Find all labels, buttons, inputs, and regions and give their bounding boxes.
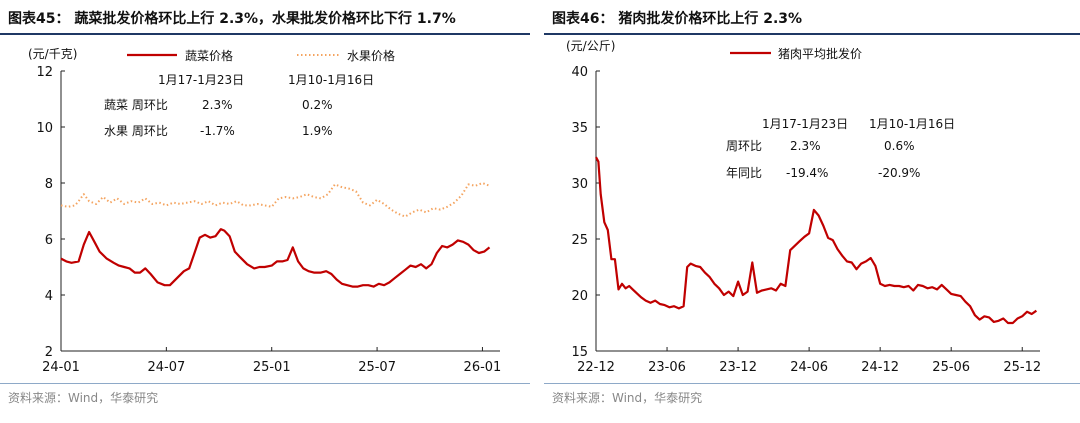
- x-tick-label: 24-06: [790, 360, 828, 375]
- y-axis-unit-label: (元/千克): [28, 47, 77, 61]
- y-tick-label: 20: [571, 289, 588, 304]
- annotation-header-current-week: 1月17-1月23日: [158, 73, 244, 87]
- annotation-value-yoy-current: -19.4%: [786, 166, 828, 180]
- y-tick-label: 12: [36, 65, 53, 80]
- x-tick-label: 24-12: [861, 360, 899, 375]
- annotation-value-fruit-previous: 1.9%: [302, 124, 333, 138]
- y-axis-unit-label: (元/公斤): [566, 39, 615, 53]
- legend-label-pork: 猪肉平均批发价: [778, 46, 862, 61]
- y-tick-label: 2: [45, 345, 53, 360]
- figure-title: 图表45： 蔬菜批发价格环比上行 2.3%，水果批发价格环比下行 1.7%: [8, 11, 456, 27]
- x-tick-label: 25-07: [358, 360, 396, 375]
- y-tick-label: 25: [571, 233, 588, 248]
- x-tick-label: 22-12: [577, 360, 615, 375]
- annotation-value-vegetable-previous: 0.2%: [302, 98, 333, 112]
- weekly-change-annotation: 1月17-1月23日 1月10-1月16日 蔬菜 周环比 2.3% 0.2% 水…: [104, 73, 374, 138]
- footer-divider: [544, 383, 1080, 384]
- legend-label-fruit: 水果价格: [347, 48, 395, 63]
- weekly-change-annotation: 1月17-1月23日 1月10-1月16日 周环比 2.3% 0.6% 年同比 …: [726, 117, 955, 180]
- y-tick-label: 15: [571, 345, 588, 360]
- right-figure-panel: 图表46： 猪肉批发价格环比上行 2.3% (元/公斤) 猪肉平均批发价 1月1…: [544, 0, 1080, 423]
- title-divider: [0, 33, 530, 35]
- source-note: 资料来源：Wind，华泰研究: [8, 391, 159, 405]
- chart-legend: 蔬菜价格 水果价格: [127, 48, 395, 63]
- annotation-value-weekly-previous: 0.6%: [884, 139, 915, 153]
- footer-divider: [0, 383, 530, 384]
- annotation-value-weekly-current: 2.3%: [790, 139, 821, 153]
- annotation-header-previous-week: 1月10-1月16日: [288, 73, 374, 87]
- y-tick-label: 30: [571, 177, 588, 192]
- x-tick-label: 24-01: [42, 360, 80, 375]
- title-divider: [544, 33, 1080, 35]
- y-tick-label: 4: [45, 289, 53, 304]
- series-line-0: [595, 156, 1038, 325]
- annotation-row-label-vegetable: 蔬菜 周环比: [104, 98, 168, 112]
- series-line-1: [60, 182, 490, 218]
- y-tick-label: 8: [45, 177, 53, 192]
- annotation-value-fruit-current: -1.7%: [200, 124, 235, 138]
- y-tick-label: 6: [45, 233, 53, 248]
- x-tick-label: 25-06: [932, 360, 970, 375]
- annotation-row-label-fruit: 水果 周环比: [104, 124, 168, 138]
- x-tick-label: 23-06: [648, 360, 686, 375]
- x-tick-label: 24-07: [147, 360, 185, 375]
- y-tick-label: 10: [36, 121, 53, 136]
- x-tick-label: 25-01: [253, 360, 291, 375]
- y-tick-label: 40: [571, 65, 588, 80]
- vegetable-fruit-price-chart: (元/千克) 蔬菜价格 水果价格 1月17-1月23日 1月10-1月16日 蔬…: [28, 47, 502, 375]
- left-figure-panel: 图表45： 蔬菜批发价格环比上行 2.3%，水果批发价格环比下行 1.7% (元…: [0, 0, 530, 423]
- figure-title: 图表46： 猪肉批发价格环比上行 2.3%: [552, 11, 803, 27]
- x-tick-label: 23-12: [719, 360, 757, 375]
- annotation-value-vegetable-current: 2.3%: [202, 98, 233, 112]
- series-line-0: [60, 228, 491, 288]
- x-tick-label: 25-12: [1003, 360, 1041, 375]
- annotation-row-label-yoy: 年同比: [726, 166, 762, 180]
- source-note: 资料来源：Wind，华泰研究: [552, 391, 703, 405]
- chart-legend: 猪肉平均批发价: [730, 46, 862, 61]
- annotation-value-yoy-previous: -20.9%: [878, 166, 920, 180]
- annotation-header-current-week: 1月17-1月23日: [762, 117, 848, 131]
- pork-price-chart: (元/公斤) 猪肉平均批发价 1月17-1月23日 1月10-1月16日 周环比…: [566, 39, 1041, 375]
- y-tick-label: 35: [571, 121, 588, 136]
- x-tick-label: 26-01: [464, 360, 502, 375]
- legend-label-vegetable: 蔬菜价格: [185, 48, 233, 63]
- annotation-header-previous-week: 1月10-1月16日: [869, 117, 955, 131]
- annotation-row-label-weekly: 周环比: [726, 139, 762, 153]
